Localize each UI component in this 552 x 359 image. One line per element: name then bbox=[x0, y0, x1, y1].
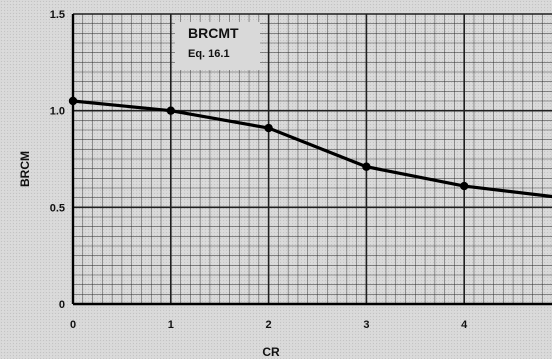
series-point bbox=[362, 162, 371, 171]
annotation-box bbox=[175, 22, 260, 70]
series-point bbox=[166, 106, 175, 115]
series-layer bbox=[68, 96, 552, 199]
series-line bbox=[71, 99, 552, 199]
x-tick-label: 2 bbox=[266, 319, 272, 331]
grid-layer bbox=[72, 13, 552, 305]
annotation-subtitle: Eq. 16.1 bbox=[188, 48, 230, 60]
x-tick-label: 4 bbox=[461, 319, 468, 331]
y-tick-label: 0.5 bbox=[50, 202, 65, 214]
x-tick-label: 3 bbox=[363, 319, 369, 331]
y-tick-label: 0 bbox=[59, 299, 65, 311]
y-tick-label: 1.5 bbox=[50, 9, 65, 21]
series-point bbox=[68, 96, 78, 106]
labels-layer: 0 1 2 3 4 0 0.5 1.0 1.5 bbox=[50, 9, 468, 331]
series-point bbox=[460, 181, 469, 191]
y-axis-label: BRCM bbox=[18, 151, 32, 187]
x-tick-label: 0 bbox=[70, 319, 76, 331]
y-tick-label: 1.0 bbox=[50, 106, 65, 118]
axes-layer bbox=[71, 14, 552, 306]
x-axis-label: CR bbox=[262, 345, 280, 359]
annotation-title: BRCMT bbox=[188, 25, 239, 41]
series-point bbox=[264, 123, 273, 133]
x-tick-label: 1 bbox=[168, 319, 174, 331]
